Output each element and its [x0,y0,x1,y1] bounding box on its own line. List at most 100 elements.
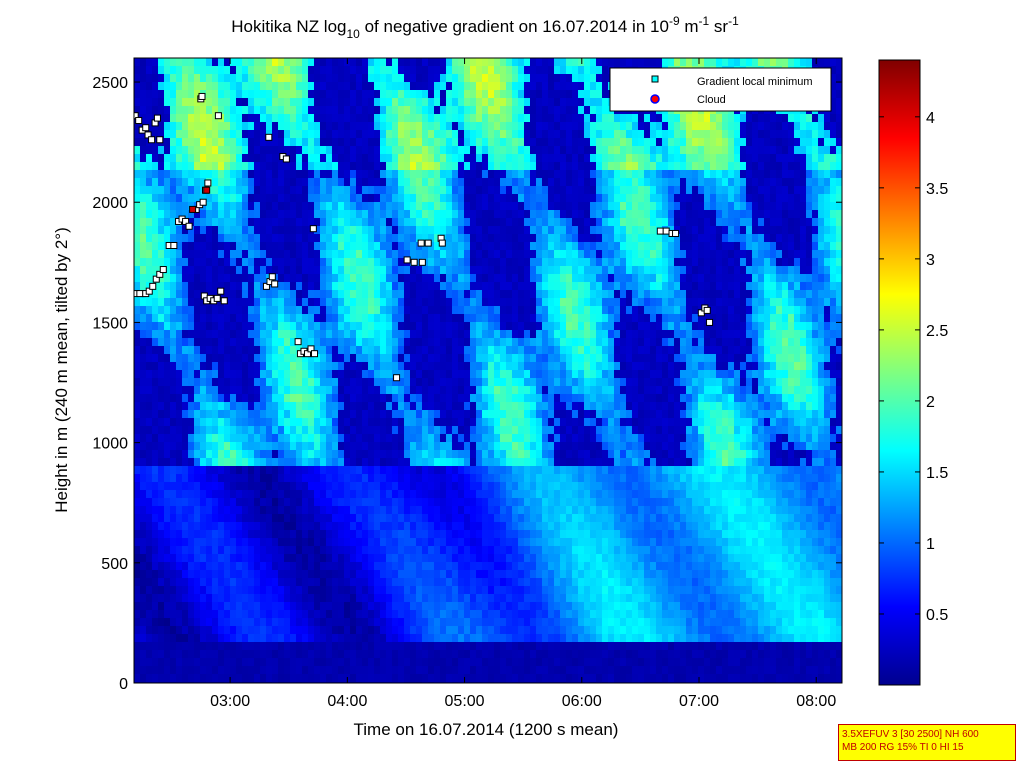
heatmap-cell [296,674,303,683]
heatmap-cell [332,234,339,243]
heatmap-cell [236,314,243,323]
heatmap-cell [188,506,195,515]
heatmap-cell [470,58,477,67]
heatmap-cell [290,258,297,267]
heatmap-cell [248,370,255,379]
heatmap-cell [422,474,429,483]
heatmap-cell [362,306,369,315]
heatmap-cell [224,394,231,403]
heatmap-cell [440,386,447,395]
heatmap-cell [494,74,501,83]
heatmap-cell [230,346,237,355]
heatmap-cell [350,490,357,499]
heatmap-cell [158,234,165,243]
heatmap-cell [290,386,297,395]
heatmap-cell [152,178,159,187]
heatmap-cell [140,594,147,603]
heatmap-cell [212,194,219,203]
heatmap-cell [464,106,471,115]
heatmap-cell [194,442,201,451]
heatmap-cell [482,658,489,667]
heatmap-cell [488,482,495,491]
heatmap-cell [350,426,357,435]
heatmap-cell [362,386,369,395]
heatmap-cell [176,666,183,675]
heatmap-cell [368,554,375,563]
heatmap-cell [314,434,321,443]
heatmap-cell [278,66,285,75]
heatmap-cell [332,98,339,107]
heatmap-cell [164,58,171,67]
heatmap-cell [380,258,387,267]
heatmap-cell [488,418,495,427]
heatmap-cell [224,66,231,75]
heatmap-cell [494,58,501,67]
heatmap-cell [464,450,471,459]
heatmap-cell [308,650,315,659]
heatmap-cell [194,82,201,91]
heatmap-cell [350,674,357,683]
heatmap-cell [146,218,153,227]
heatmap-cell [236,98,243,107]
heatmap-cell [236,66,243,75]
heatmap-cell [422,394,429,403]
heatmap-cell [470,658,477,667]
heatmap-cell [182,386,189,395]
heatmap-cell [440,586,447,595]
heatmap-cell [446,370,453,379]
heatmap-cell [224,386,231,395]
heatmap-cell [446,266,453,275]
heatmap-cell [350,634,357,643]
heatmap-cell [182,474,189,483]
heatmap-cell [134,298,141,307]
heatmap-cell [464,370,471,379]
heatmap-cell [242,562,249,571]
heatmap-cell [296,370,303,379]
heatmap-cell [224,234,231,243]
heatmap-cell [458,290,465,299]
heatmap-cell [500,578,507,587]
heatmap-cell [446,90,453,99]
heatmap-cell [368,394,375,403]
heatmap-cell [338,322,345,331]
heatmap-cell [386,410,393,419]
heatmap-cell [152,562,159,571]
heatmap-cell [194,578,201,587]
heatmap-cell [248,210,255,219]
heatmap-cell [494,346,501,355]
heatmap-cell [482,218,489,227]
heatmap-cell [494,90,501,99]
heatmap-cell [134,426,141,435]
heatmap-cell [386,106,393,115]
heatmap-cell [314,162,321,171]
heatmap-cell [266,98,273,107]
heatmap-cell [464,130,471,139]
heatmap-cell [176,82,183,91]
heatmap-cell [368,578,375,587]
heatmap-cell [278,594,285,603]
heatmap-cell [296,530,303,539]
heatmap-cell [416,594,423,603]
heatmap-cell [272,450,279,459]
heatmap-cell [494,634,501,643]
heatmap-cell [284,546,291,555]
heatmap-cell [236,530,243,539]
heatmap-cell [194,634,201,643]
heatmap-cell [398,162,405,171]
heatmap-cell [488,570,495,579]
heatmap-cell [254,138,261,147]
heatmap-cell [170,170,177,179]
heatmap-cell [158,258,165,267]
heatmap-cell [170,594,177,603]
heatmap-cell [434,634,441,643]
heatmap-cell [440,410,447,419]
heatmap-cell [314,322,321,331]
heatmap-cell [230,666,237,675]
heatmap-cell [416,338,423,347]
heatmap-cell [140,106,147,115]
heatmap-cell [302,562,309,571]
heatmap-cell [368,610,375,619]
heatmap-cell [248,594,255,603]
heatmap-cell [278,506,285,515]
heatmap-cell [140,442,147,451]
